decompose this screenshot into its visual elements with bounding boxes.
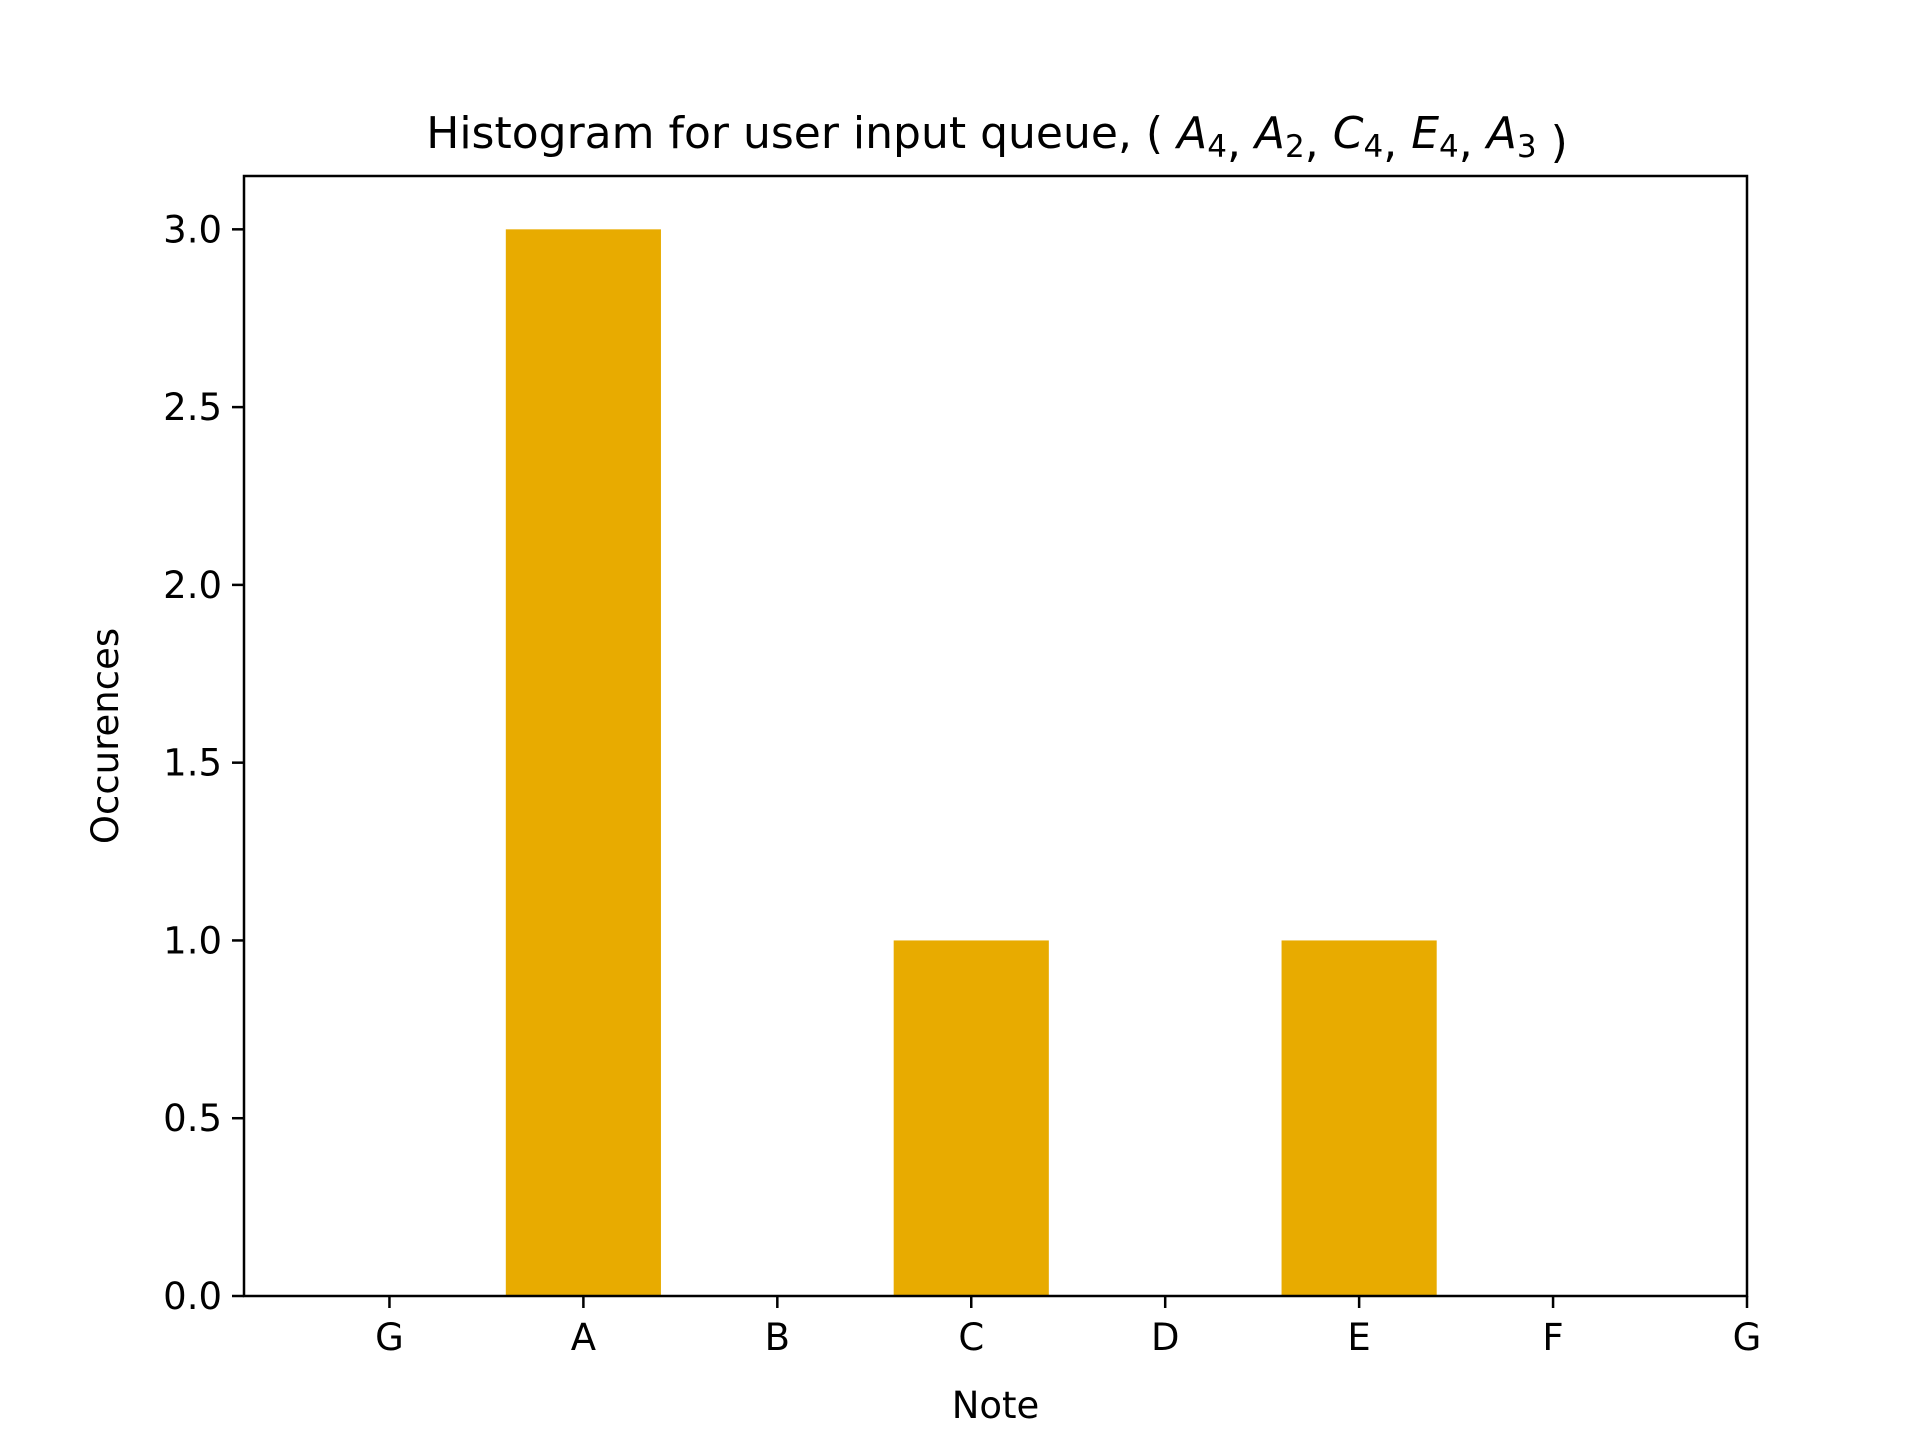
y-tick-label: 1.0 xyxy=(163,919,222,962)
chart-title-note-separator: , xyxy=(1305,117,1333,168)
y-tick-label: 3.0 xyxy=(163,208,222,251)
chart-title-note-letter: A xyxy=(1484,108,1517,159)
chart-title-note-letter: E xyxy=(1411,108,1439,159)
bar-c-3 xyxy=(893,940,1049,1296)
chart-title-note-separator: , xyxy=(1227,117,1255,168)
bar-a-1 xyxy=(505,229,661,1296)
bar-e-5 xyxy=(1281,940,1437,1296)
chart-title-note-octave: 3 xyxy=(1517,129,1537,165)
chart-title-note-octave: 4 xyxy=(1439,129,1459,165)
x-tick-label: B xyxy=(765,1316,790,1359)
chart-title-open-paren: ( xyxy=(1146,108,1163,159)
x-axis-label: Note xyxy=(952,1384,1040,1427)
chart-title-note-letter: C xyxy=(1333,108,1364,159)
y-tick-label: 2.0 xyxy=(163,564,222,607)
y-tick-label: 0.0 xyxy=(163,1275,222,1318)
y-tick-label: 1.5 xyxy=(163,742,222,785)
x-tick-label: C xyxy=(958,1316,984,1359)
chart-title-close-paren: ) xyxy=(1551,117,1568,168)
chart-title-note-sequence: A4, A2, C4, E4, A3 xyxy=(1174,108,1536,168)
chart-title-note-letter: A xyxy=(1174,108,1207,159)
chart-title: Histogram for user input queue, ( A4, A2… xyxy=(426,108,1568,168)
chart-title-note-letter: A xyxy=(1252,108,1285,159)
chart-title-prefix: Histogram for user input queue, xyxy=(426,108,1146,159)
x-tick-label: D xyxy=(1151,1316,1180,1359)
bars-layer xyxy=(505,229,1437,1296)
x-tick-label: A xyxy=(571,1316,596,1359)
plot-frame xyxy=(242,174,1749,1298)
chart-title-note-octave: 2 xyxy=(1285,129,1305,165)
y-axis: 0.0 0.5 1.0 1.5 2.0 2.5 3.0 xyxy=(163,208,244,1318)
x-tick-label: F xyxy=(1542,1316,1563,1359)
x-tick-label: G xyxy=(1733,1316,1762,1359)
x-tick-label: G xyxy=(375,1316,404,1359)
chart-title-note-octave: 4 xyxy=(1207,129,1227,165)
y-tick-label: 2.5 xyxy=(163,386,222,429)
x-tick-label: E xyxy=(1347,1316,1370,1359)
chart-title-note-separator: , xyxy=(1459,117,1487,168)
y-axis-label: Occurences xyxy=(84,628,127,844)
y-tick-label: 0.5 xyxy=(163,1097,222,1140)
chart-title-note-octave: 4 xyxy=(1363,129,1383,165)
chart-title-note-separator: , xyxy=(1383,117,1411,168)
